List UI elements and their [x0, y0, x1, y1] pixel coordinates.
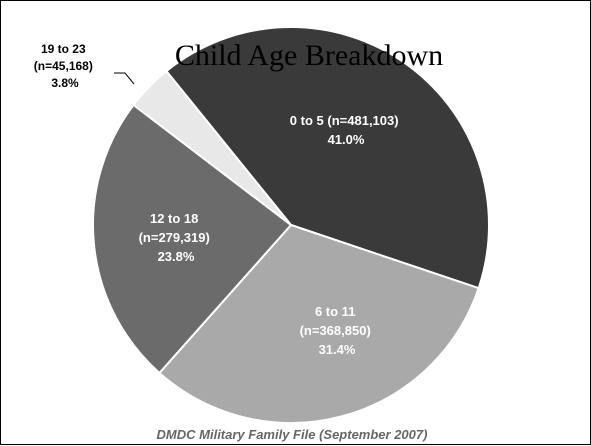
slice-0-5-label-line: 0 to 5 — [290, 113, 324, 128]
slice-19-23-percent: 3.8% — [51, 76, 79, 90]
slice-19-23 — [132, 69, 292, 226]
slice-6-11-percent: 31.4% — [319, 342, 356, 357]
slice-6-11-count: (n=368,850) — [300, 323, 371, 338]
slice-label-19-23: 19 to 23 (n=45,168) 3.8% — [34, 42, 96, 90]
slice-0-5-percent: 41.0% — [328, 132, 365, 147]
chart-title: Child Age Breakdown — [175, 39, 443, 72]
slice-label-0-5: 0 to 5 (n=481,103) 41.0% — [290, 113, 402, 147]
leader-line — [114, 72, 135, 85]
slice-12-18-percent: 23.8% — [158, 249, 195, 264]
slice-12-18-label-line: 12 to 18 — [150, 211, 198, 226]
slice-0-5 — [164, 26, 490, 290]
slice-12-18 — [92, 103, 293, 375]
slice-label-6-11: 6 to 11 (n=368,850) 31.4% — [300, 304, 375, 357]
slice-0-5-count: (n=481,103) — [327, 113, 398, 128]
slice-12-18-count: (n=279,319) — [139, 230, 210, 245]
slice-6-11 — [158, 223, 480, 424]
slice-19-23-label-line: 19 to 23 — [41, 42, 86, 56]
chart-source: DMDC Military Family File (September 200… — [157, 427, 428, 442]
slice-label-12-18: 12 to 18 (n=279,319) 23.8% — [139, 211, 214, 264]
slice-19-23-count: (n=45,168) — [34, 59, 93, 73]
slice-6-11-label-line: 6 to 11 — [315, 304, 355, 319]
pie-slices — [92, 26, 490, 424]
